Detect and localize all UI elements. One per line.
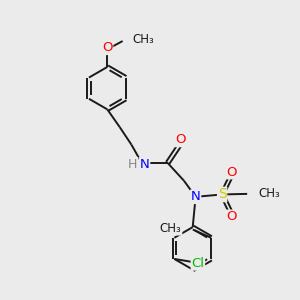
Text: O: O: [102, 41, 112, 54]
Text: CH₃: CH₃: [258, 188, 280, 200]
Text: N: N: [140, 158, 150, 171]
Text: N: N: [191, 190, 200, 203]
Text: O: O: [226, 166, 237, 178]
Text: CH₃: CH₃: [160, 222, 182, 235]
Text: O: O: [226, 210, 237, 223]
Text: O: O: [176, 134, 186, 146]
Text: CH₃: CH₃: [132, 33, 154, 46]
Text: H: H: [128, 158, 138, 171]
Text: S: S: [218, 188, 226, 202]
Text: Cl: Cl: [191, 257, 204, 270]
